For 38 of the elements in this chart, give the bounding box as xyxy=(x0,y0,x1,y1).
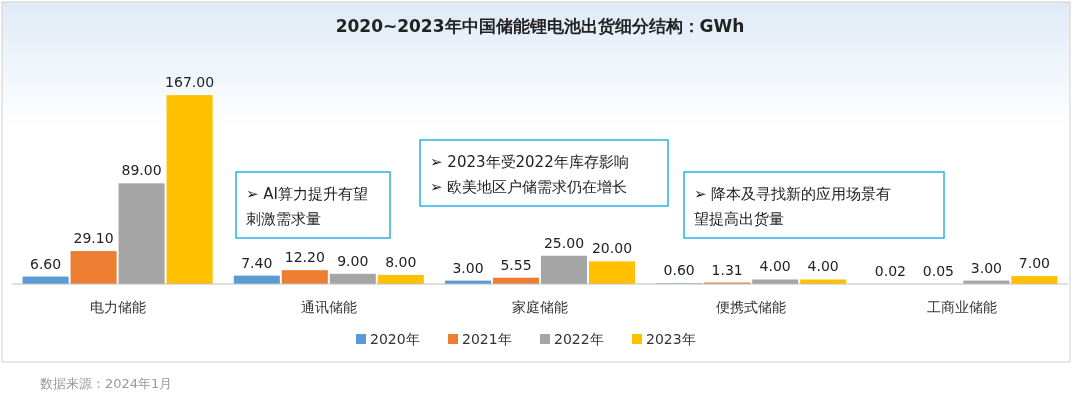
x-tick-label: 通讯储能 xyxy=(300,299,357,315)
data-label: 6.60 xyxy=(30,255,62,272)
data-label: 7.00 xyxy=(1018,255,1050,272)
data-label: 0.60 xyxy=(663,262,695,279)
data-label: 0.05 xyxy=(922,262,954,279)
legend-label: 2021年 xyxy=(462,331,512,347)
callout-box: ➢ AI算力提升有望刺激需求量 xyxy=(235,171,391,239)
data-label: 7.40 xyxy=(241,254,273,271)
annotation: ➢ 降本及寻找新的应用场景有望提高出货量 xyxy=(694,185,892,228)
source-note: 数据来源：2024年1月 xyxy=(40,376,173,391)
data-label: 5.55 xyxy=(500,256,532,273)
x-tick-label: 工商业储能 xyxy=(927,299,998,315)
x-tick-label: 家庭储能 xyxy=(512,299,568,315)
data-label: 4.00 xyxy=(759,258,791,275)
data-label: 167.00 xyxy=(165,74,215,91)
data-label: 29.10 xyxy=(73,230,114,247)
annotation: ➢ AI算力提升有望刺激需求量 xyxy=(246,185,369,228)
x-tick-label: 电力储能 xyxy=(89,299,146,315)
data-label: 9.00 xyxy=(337,252,369,269)
data-label: 1.31 xyxy=(711,261,743,278)
data-label: 20.00 xyxy=(591,240,633,257)
data-label: 8.00 xyxy=(385,253,417,270)
x-tick-label: 便携式储能 xyxy=(716,299,787,315)
legend-label: 2023年 xyxy=(646,331,696,347)
data-label: 25.00 xyxy=(543,234,585,251)
callout-box: ➢ 2023年受2022年库存影响 ➢ 欧美地区户储需求仍在增长 xyxy=(419,139,669,207)
legend-label: 2022年 xyxy=(554,331,604,347)
data-label: 4.00 xyxy=(807,258,839,275)
data-label: 3.00 xyxy=(452,259,484,276)
data-label: 3.00 xyxy=(970,259,1002,276)
data-label: 89.00 xyxy=(121,162,162,179)
data-label: 12.20 xyxy=(284,249,325,266)
legend-label: 2020年 xyxy=(370,331,420,347)
annotation: ➢ 欧美地区户储需求仍在增长 xyxy=(430,178,628,196)
annotation: ➢ 2023年受2022年库存影响 xyxy=(430,153,629,171)
callout-box: ➢ 降本及寻找新的应用场景有望提高出货量 xyxy=(683,171,945,239)
chart-title: 2020~2023年中国储能锂电池出货细分结构：GWh xyxy=(335,16,745,36)
data-label: 0.02 xyxy=(874,262,906,279)
